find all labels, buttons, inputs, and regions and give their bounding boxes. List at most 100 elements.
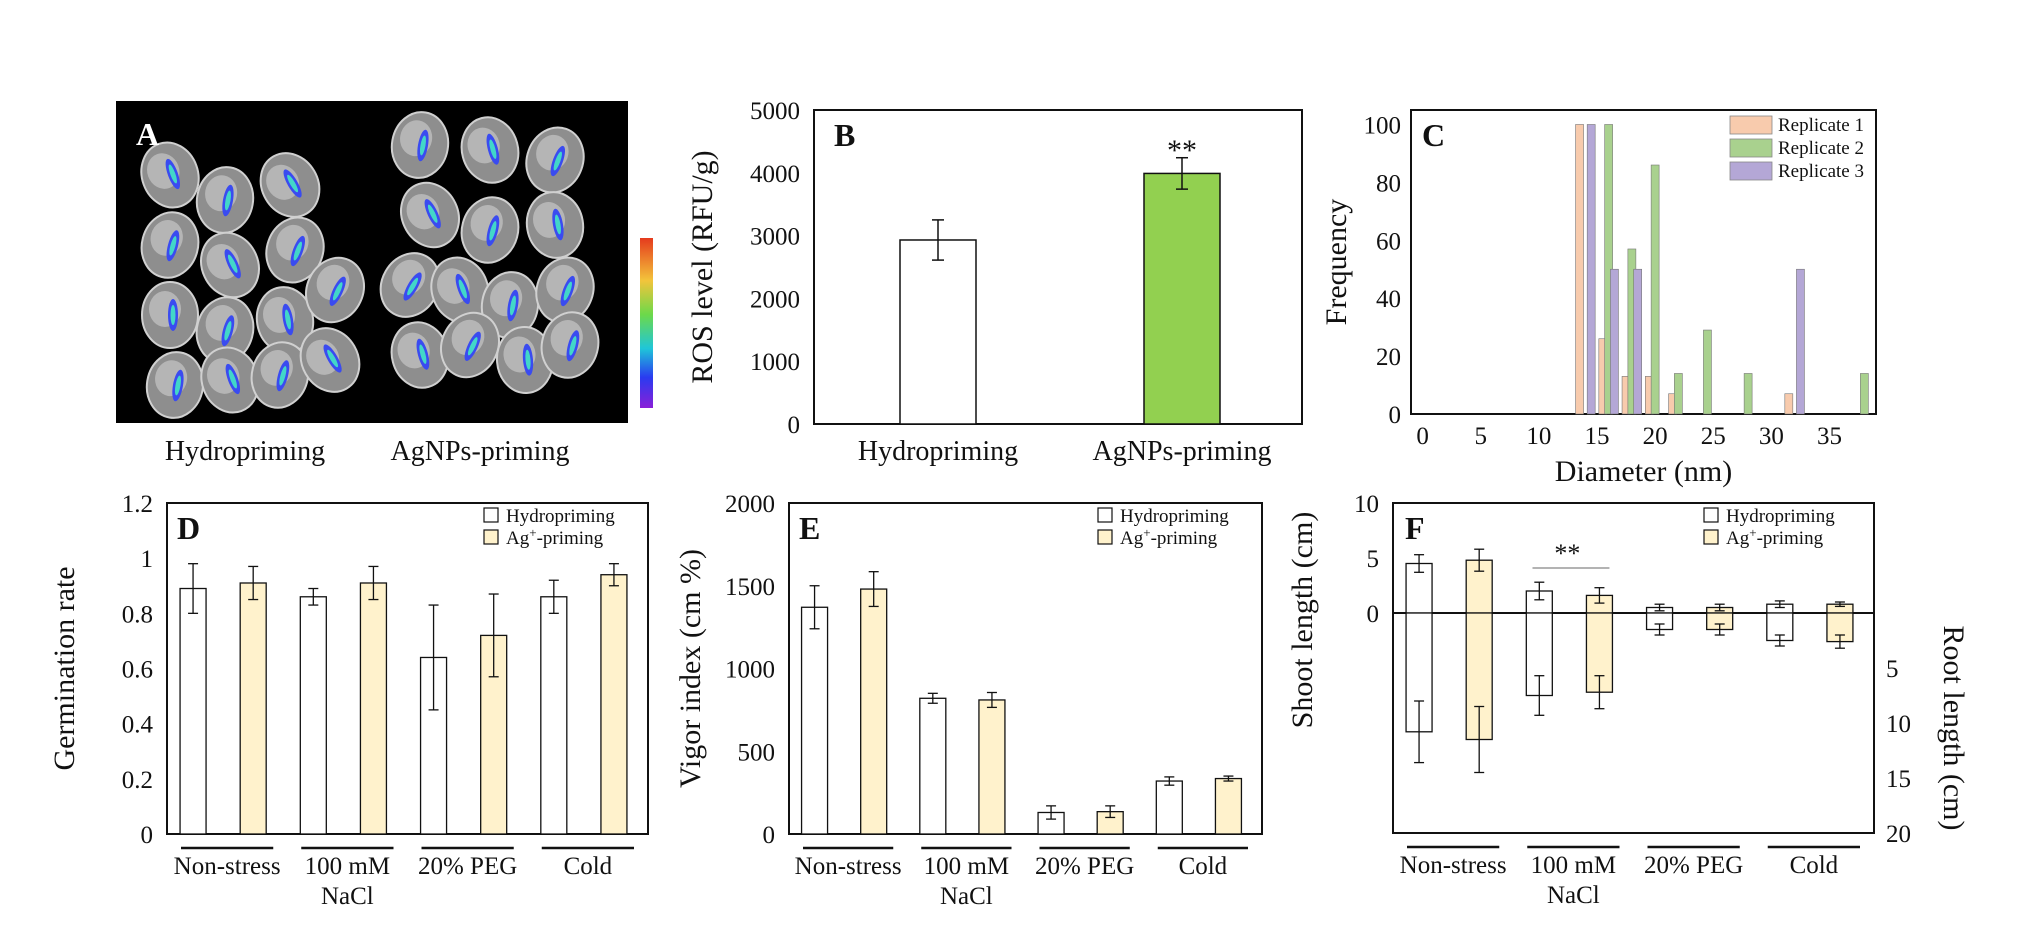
embryo-core (553, 151, 562, 171)
plot-frame (166, 502, 649, 835)
legend-swatch (1703, 507, 1719, 523)
legend-swatch (1729, 138, 1773, 158)
y-tick-label-root: 5 (1886, 656, 1899, 683)
y-tick-label: 0.4 (122, 712, 154, 739)
embryo-core (168, 164, 177, 184)
legend-label: Replicate 1 (1778, 115, 1864, 136)
legend-label: Hydropriming (1120, 506, 1229, 527)
seed (480, 271, 540, 339)
seed (140, 211, 200, 279)
seed (400, 181, 460, 249)
panel-letter-a: A (136, 116, 159, 152)
seed (440, 311, 500, 379)
seed (145, 351, 205, 419)
histogram-bar (1860, 373, 1869, 415)
legend-label: Replicate 2 (1778, 138, 1864, 159)
significance-annotation: ** (1167, 134, 1197, 167)
group-label: 100 mM (924, 853, 1009, 880)
legend-label: Replicate 3 (1778, 161, 1864, 182)
histogram-bar (1650, 164, 1660, 415)
bar (239, 582, 267, 835)
embryo-core (509, 295, 516, 316)
seed (390, 111, 450, 179)
embryo-core (169, 236, 177, 256)
legend-swatch (483, 529, 499, 545)
y-tick-label: 1 (141, 546, 154, 573)
y-tick-label-shoot: 5 (1367, 546, 1380, 573)
histogram-bar (1610, 268, 1619, 415)
bar (299, 596, 327, 835)
y-tick-label: 500 (738, 739, 776, 766)
plot-frame (788, 502, 1263, 835)
x-category-label: Hydropriming (858, 436, 1018, 467)
legend-swatch (1729, 161, 1773, 181)
embryo-core (427, 204, 438, 223)
group-sublabel: NaCl (1547, 882, 1600, 909)
group-label: 20% PEG (1035, 853, 1134, 880)
y-tick-label: 3000 (750, 224, 800, 251)
seed (299, 327, 361, 393)
bar (978, 699, 1006, 835)
panel-e: 2000 1500 1000 500 0 Non-stress 100 mM NaCl 20% … (674, 491, 1263, 910)
group-label: 100 mM (1531, 852, 1616, 879)
bar (919, 697, 947, 835)
group-label: 100 mM (305, 853, 390, 880)
y-tick-label-root: 10 (1886, 711, 1911, 738)
group-label: Non-stress (174, 853, 281, 880)
y-axis-label-shoot: Shoot length (cm) (1286, 512, 1319, 729)
seed (495, 326, 555, 394)
y-tick-label: 0 (1389, 402, 1402, 429)
y-axis-label: Vigor index (cm %) (674, 549, 707, 788)
embryo-core (170, 305, 176, 325)
y-tick-label-shoot: 0 (1367, 601, 1380, 628)
legend-label: Hydropriming (506, 506, 615, 527)
seed (540, 311, 600, 379)
embryo-core (332, 282, 343, 301)
plot-frame-b (813, 109, 1303, 425)
histogram-bar (1633, 268, 1642, 415)
group-label: Non-stress (1400, 852, 1507, 879)
histogram-bar (1674, 373, 1683, 415)
significance-annotation: ** (1554, 539, 1580, 568)
panel-letter-b: B (834, 117, 855, 153)
x-tick-label: 5 (1475, 423, 1488, 450)
embryo-core (489, 221, 497, 241)
embryo-core (489, 139, 497, 159)
bar (800, 606, 829, 835)
legend-label: Ag+-priming (1120, 525, 1218, 549)
seed (390, 321, 450, 389)
seed-images-group (140, 111, 600, 419)
seed (430, 256, 490, 324)
group-label: Non-stress (795, 853, 902, 880)
y-tick-label: 60 (1376, 228, 1401, 255)
seed (460, 196, 520, 264)
histogram-bar (1586, 124, 1596, 415)
legend-label: Ag+-priming (1726, 525, 1824, 549)
seed (460, 116, 520, 184)
legend-swatch (483, 507, 499, 523)
seed (200, 231, 260, 299)
group-sublabel: NaCl (940, 883, 993, 910)
x-tick-label: 25 (1701, 423, 1726, 450)
y-axis-label: ROS level (RFU/g) (686, 150, 719, 383)
legend-swatch (1097, 507, 1113, 523)
group-label: 20% PEG (1644, 852, 1743, 879)
y-tick-label: 5000 (750, 98, 800, 125)
x-tick-label: 20 (1643, 423, 1668, 450)
legend-swatch (1703, 529, 1719, 545)
embryo-core (569, 336, 577, 356)
seed (379, 252, 441, 318)
y-tick-label-root: 20 (1886, 821, 1911, 848)
bar (899, 239, 977, 425)
histogram-bar (1743, 373, 1753, 415)
x-category-label: AgNPs-priming (1093, 436, 1272, 467)
x-axis-label: Diameter (nm) (1555, 455, 1732, 488)
y-tick-label-shoot: 10 (1354, 491, 1379, 518)
embryo-core (228, 369, 237, 389)
bar (179, 587, 207, 835)
seed (525, 126, 585, 194)
y-axis-label-root: Root length (cm) (1937, 626, 1970, 831)
embryo-core (279, 366, 287, 386)
embryo-core (458, 279, 467, 299)
